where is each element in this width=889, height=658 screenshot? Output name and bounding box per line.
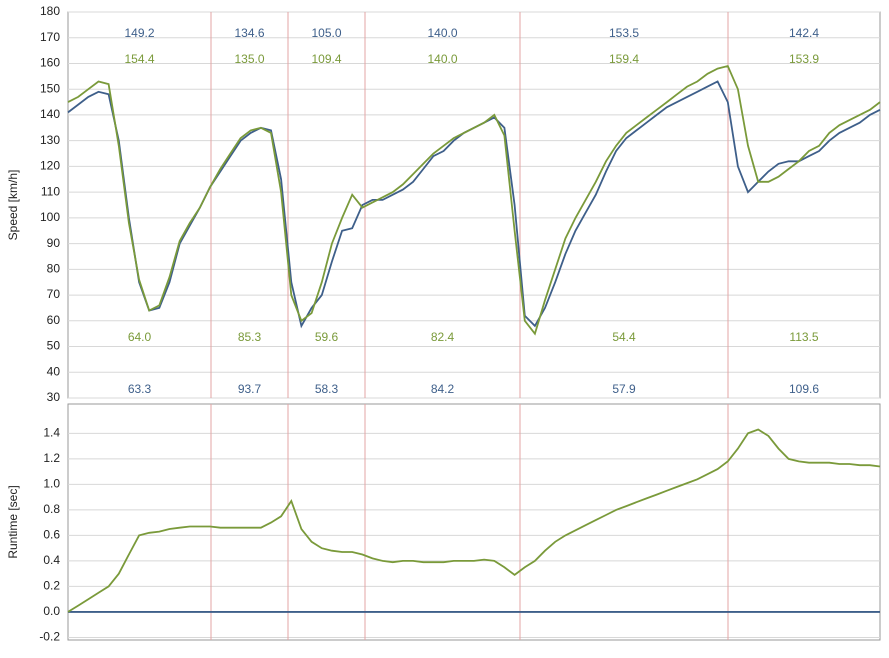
- section-label: 82.4: [431, 330, 455, 344]
- section-label: 109.4: [311, 52, 341, 66]
- y-tick-label: 1.2: [43, 451, 60, 465]
- section-label: 84.2: [431, 382, 455, 396]
- y-axis-label: Speed [km/h]: [6, 170, 20, 241]
- y-tick-label: 0.0: [43, 604, 60, 618]
- y-tick-label: 60: [47, 313, 61, 327]
- y-tick-label: 110: [41, 184, 60, 198]
- y-tick-label: 160: [40, 56, 60, 70]
- y-tick-label: 0.8: [43, 502, 60, 516]
- section-label: 58.3: [315, 382, 339, 396]
- section-label: 85.3: [238, 330, 262, 344]
- section-label: 63.3: [128, 382, 152, 396]
- section-label: 149.2: [124, 26, 154, 40]
- section-label: 154.4: [124, 52, 154, 66]
- section-label: 109.6: [789, 382, 819, 396]
- y-tick-label: 150: [40, 81, 60, 95]
- y-tick-label: 120: [40, 159, 60, 173]
- section-label: 140.0: [427, 52, 457, 66]
- y-tick-label: 170: [40, 30, 60, 44]
- y-tick-label: 100: [40, 210, 60, 224]
- section-label: 142.4: [789, 26, 819, 40]
- y-tick-label: 0.6: [43, 528, 60, 542]
- series-line: [67, 64, 881, 336]
- y-tick-label: 1.0: [43, 477, 60, 491]
- section-label: 153.5: [609, 26, 639, 40]
- plot-area: [67, 403, 881, 641]
- plot-area: [67, 11, 881, 399]
- y-tick-label: 30: [47, 390, 61, 404]
- section-label: 159.4: [609, 52, 639, 66]
- y-tick-label: -0.2: [39, 630, 60, 644]
- section-label: 93.7: [238, 382, 262, 396]
- y-tick-label: 40: [47, 364, 61, 378]
- series-line: [67, 428, 881, 613]
- section-label: 105.0: [311, 26, 341, 40]
- section-label: 140.0: [427, 26, 457, 40]
- y-axis-label: Runtime [sec]: [6, 485, 20, 558]
- y-tick-label: 50: [47, 339, 61, 353]
- y-tick-label: 0.2: [43, 579, 60, 593]
- y-tick-label: 140: [40, 107, 60, 121]
- section-label: 59.6: [315, 330, 339, 344]
- y-tick-label: 130: [40, 133, 60, 147]
- section-label: 64.0: [128, 330, 152, 344]
- y-tick-label: 0.4: [43, 553, 60, 567]
- section-label: 134.6: [234, 26, 264, 40]
- y-tick-label: 180: [40, 4, 60, 18]
- section-label: 153.9: [789, 52, 819, 66]
- y-tick-label: 1.4: [43, 426, 60, 440]
- y-tick-label: 70: [47, 287, 61, 301]
- y-tick-label: 90: [47, 236, 61, 250]
- section-label: 57.9: [612, 382, 636, 396]
- section-label: 54.4: [612, 330, 636, 344]
- section-label: 113.5: [789, 330, 818, 344]
- section-label: 135.0: [234, 52, 264, 66]
- y-tick-label: 80: [47, 262, 61, 276]
